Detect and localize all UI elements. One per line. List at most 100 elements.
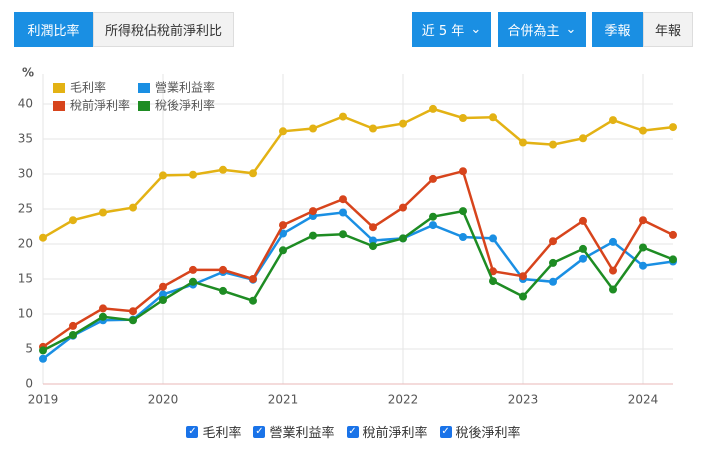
point — [159, 171, 167, 180]
point — [159, 282, 167, 291]
legend-label: 營業利益率 — [269, 426, 335, 441]
y-tick-label: 35 — [18, 132, 33, 146]
point — [369, 242, 377, 251]
legend-swatch — [138, 83, 150, 93]
x-tick-label: 2019 — [28, 393, 59, 407]
x-tick-label: 2021 — [268, 393, 299, 407]
point — [219, 286, 227, 295]
point — [429, 104, 437, 113]
point — [159, 296, 167, 304]
y-tick-label: 15 — [18, 272, 33, 286]
y-tick-label: 5 — [25, 342, 33, 356]
legend-swatch — [53, 101, 65, 111]
point — [279, 246, 287, 255]
point — [489, 277, 497, 286]
y-unit: % — [22, 66, 34, 80]
point — [399, 234, 407, 243]
point — [69, 216, 77, 225]
point — [339, 112, 347, 121]
x-tick-label: 2020 — [148, 393, 179, 407]
point — [639, 126, 647, 135]
point — [519, 272, 527, 281]
legend-checkbox[interactable]: ✓ 毛利率 — [186, 422, 241, 441]
point — [69, 321, 77, 330]
point — [99, 304, 107, 313]
point — [39, 233, 47, 242]
point — [549, 277, 557, 286]
point — [549, 140, 557, 149]
point — [459, 233, 467, 241]
point — [489, 113, 497, 122]
point — [519, 292, 527, 301]
period-dropdown[interactable]: 近 5 年 ⌄ — [412, 12, 491, 47]
point — [309, 124, 317, 133]
checkbox: ✓ — [186, 425, 199, 438]
point — [99, 312, 107, 321]
point — [219, 165, 227, 174]
tab[interactable]: 所得稅佔稅前淨利比 — [93, 12, 234, 47]
point — [639, 216, 647, 225]
y-tick-label: 20 — [18, 237, 33, 251]
series-line — [42, 169, 674, 348]
point — [39, 354, 47, 363]
legend-swatch — [138, 101, 150, 111]
point — [579, 244, 587, 253]
x-tick-label: 2024 — [628, 393, 659, 407]
point — [129, 307, 137, 316]
point — [249, 275, 257, 283]
point — [249, 169, 257, 178]
chevron: ⌄ — [565, 22, 577, 37]
point — [429, 174, 437, 183]
point — [279, 127, 287, 136]
legend-label: 稅後淨利率 — [455, 426, 521, 441]
point — [99, 208, 107, 217]
point — [639, 261, 647, 270]
point — [189, 277, 197, 286]
chevron: ⌄ — [470, 22, 482, 37]
point — [339, 208, 347, 217]
legend-label: 稅前淨利率 — [362, 426, 428, 441]
legend-label: 毛利率 — [202, 426, 242, 441]
checkbox: ✓ — [253, 425, 266, 438]
point — [279, 229, 287, 238]
point — [579, 134, 587, 143]
point — [669, 123, 677, 132]
consolidation-dropdown[interactable]: 合併為主 ⌄ — [498, 12, 586, 47]
point — [519, 138, 527, 147]
point — [399, 119, 407, 128]
point — [429, 221, 437, 230]
y-tick-label: 10 — [18, 307, 33, 321]
point — [249, 296, 257, 305]
point — [429, 212, 437, 221]
point — [459, 207, 467, 216]
legend-swatch — [53, 83, 65, 93]
legend-label: 稅後淨利率 — [155, 98, 215, 113]
x-tick-label: 2023 — [508, 393, 539, 407]
legend-checkboxes: ✓ 毛利率 ✓ 營業利益率 ✓ 稅前淨利率 ✓ 稅後淨利率 — [0, 422, 707, 441]
legend-checkbox[interactable]: ✓ 營業利益率 — [253, 422, 335, 441]
point — [339, 230, 347, 239]
y-tick-label: 25 — [18, 202, 33, 216]
point — [609, 266, 617, 275]
point — [159, 290, 167, 299]
point — [459, 167, 467, 176]
checkbox: ✓ — [439, 425, 452, 438]
y-tick-label: 40 — [18, 97, 33, 111]
point — [339, 195, 347, 204]
point — [219, 265, 227, 274]
tab[interactable]: 利潤比率 — [14, 12, 93, 47]
point — [279, 221, 287, 230]
frequency-button[interactable]: 年報 — [643, 12, 693, 47]
point — [579, 254, 587, 263]
point — [309, 207, 317, 216]
point — [609, 116, 617, 125]
checkbox: ✓ — [346, 425, 359, 438]
legend-checkbox[interactable]: ✓ 稅前淨利率 — [346, 422, 428, 441]
legend-checkbox[interactable]: ✓ 稅後淨利率 — [439, 422, 521, 441]
frequency-button[interactable]: 季報 — [592, 12, 643, 47]
point — [489, 234, 497, 243]
point — [639, 243, 647, 252]
point — [309, 231, 317, 240]
